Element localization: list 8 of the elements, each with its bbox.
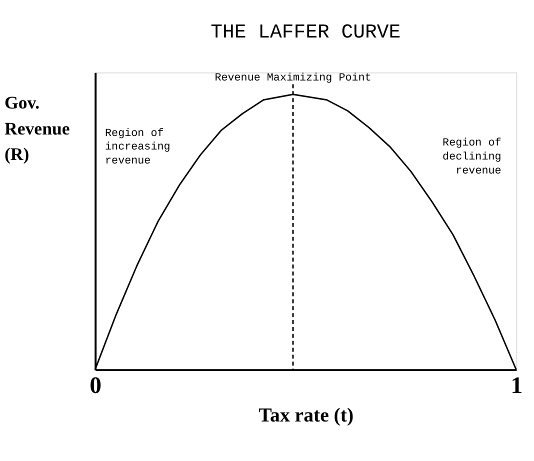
x-tick-label: 1 (510, 372, 523, 399)
y-axis-title: Gov. Revenue (R) (4, 92, 70, 164)
chart-title: THE LAFFER CURVE (210, 22, 401, 44)
x-axis-title: Tax rate (t) (258, 404, 354, 427)
annotation: Region of declining revenue (442, 138, 502, 178)
x-tick-label: 0 (90, 372, 102, 399)
annotation: Region of increasing revenue (105, 128, 170, 168)
ref-line-label: Revenue Maximizing Point (214, 72, 372, 84)
